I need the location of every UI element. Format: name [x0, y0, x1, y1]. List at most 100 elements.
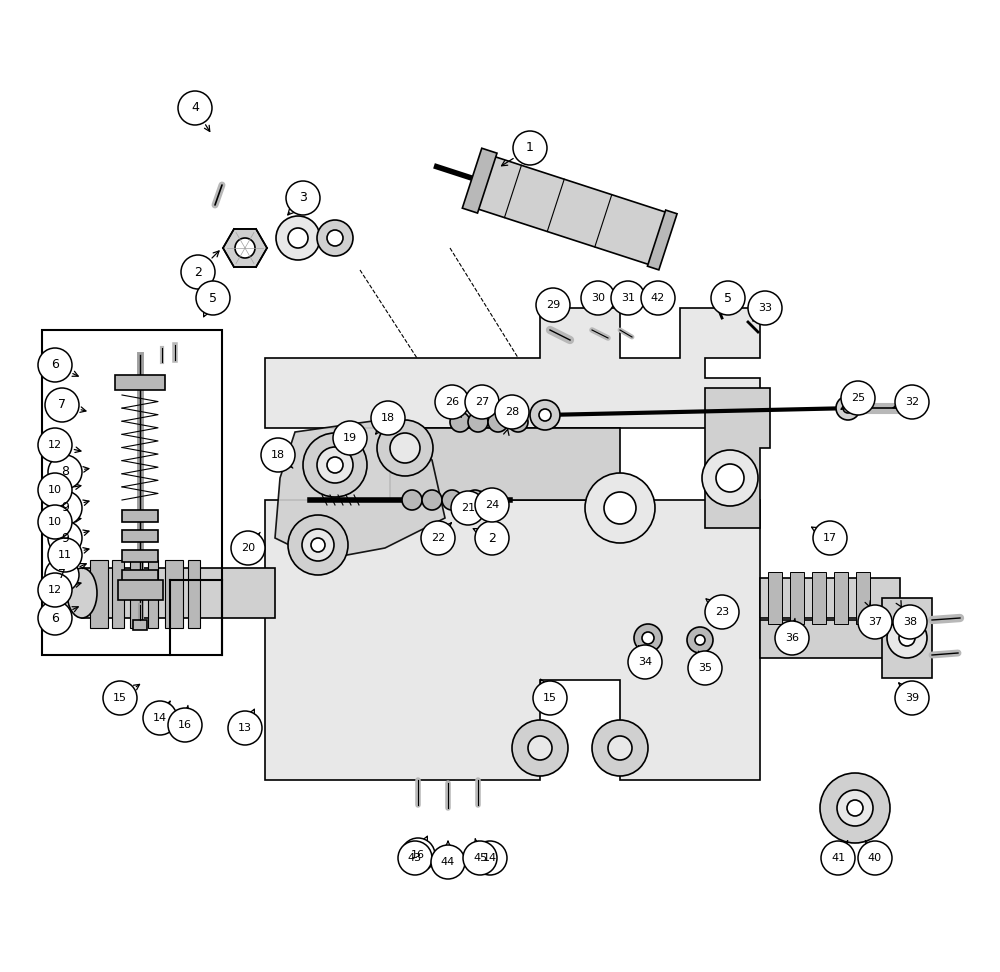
Circle shape	[431, 845, 465, 879]
Bar	[471, 155, 669, 265]
Circle shape	[688, 651, 722, 685]
Circle shape	[581, 281, 615, 315]
Text: 1: 1	[526, 142, 534, 155]
Bar	[42, 330, 222, 655]
Text: 32: 32	[905, 397, 919, 407]
Circle shape	[705, 595, 739, 629]
Text: 2: 2	[194, 265, 202, 279]
Text: 26: 26	[445, 397, 459, 407]
Text: 36: 36	[785, 633, 799, 643]
Circle shape	[585, 473, 655, 543]
Text: 5: 5	[209, 292, 217, 304]
Text: 28: 28	[505, 407, 519, 417]
Circle shape	[231, 531, 265, 565]
Circle shape	[38, 428, 72, 462]
Polygon shape	[115, 375, 165, 390]
Circle shape	[592, 720, 648, 776]
Circle shape	[895, 681, 929, 715]
Circle shape	[775, 621, 809, 655]
Text: 25: 25	[851, 393, 865, 403]
Circle shape	[181, 255, 215, 289]
Circle shape	[536, 288, 570, 322]
Polygon shape	[790, 572, 804, 624]
Text: 14: 14	[153, 713, 167, 723]
Text: 4: 4	[191, 101, 199, 115]
Circle shape	[288, 515, 348, 575]
Circle shape	[475, 488, 509, 522]
Text: 12: 12	[48, 440, 62, 450]
Circle shape	[495, 395, 529, 429]
Circle shape	[288, 228, 308, 248]
Ellipse shape	[67, 568, 97, 618]
Polygon shape	[882, 598, 932, 678]
Circle shape	[899, 630, 915, 646]
Circle shape	[475, 521, 509, 555]
Text: 43: 43	[408, 853, 422, 863]
Text: 45: 45	[473, 853, 487, 863]
Text: 10: 10	[48, 485, 62, 495]
Circle shape	[402, 490, 422, 510]
Circle shape	[421, 521, 455, 555]
Polygon shape	[760, 578, 900, 618]
Circle shape	[539, 409, 551, 421]
Text: 31: 31	[621, 293, 635, 303]
Polygon shape	[834, 572, 848, 624]
Circle shape	[45, 388, 79, 422]
Text: 8: 8	[61, 466, 69, 478]
Circle shape	[858, 841, 892, 875]
Circle shape	[48, 455, 82, 489]
Text: 37: 37	[868, 617, 882, 627]
Circle shape	[628, 645, 662, 679]
Circle shape	[820, 773, 890, 843]
Text: 12: 12	[48, 585, 62, 595]
Text: 40: 40	[868, 853, 882, 863]
Circle shape	[716, 464, 744, 492]
Circle shape	[303, 433, 367, 497]
Circle shape	[178, 91, 212, 125]
Text: 7: 7	[58, 399, 66, 411]
Text: 24: 24	[485, 500, 499, 510]
Circle shape	[843, 403, 853, 413]
Text: 15: 15	[113, 693, 127, 703]
Text: 7: 7	[58, 569, 66, 581]
Circle shape	[435, 385, 469, 419]
Circle shape	[702, 450, 758, 506]
Circle shape	[608, 736, 632, 760]
Circle shape	[512, 720, 568, 776]
Polygon shape	[122, 530, 158, 542]
Circle shape	[38, 348, 72, 382]
Circle shape	[235, 238, 255, 258]
Text: 6: 6	[51, 611, 59, 624]
Circle shape	[895, 385, 929, 419]
Circle shape	[45, 558, 79, 592]
Text: 34: 34	[638, 657, 652, 667]
Circle shape	[390, 433, 420, 463]
Circle shape	[837, 790, 873, 826]
Circle shape	[821, 841, 855, 875]
Text: 20: 20	[241, 543, 255, 553]
Circle shape	[333, 421, 367, 455]
Text: 23: 23	[715, 607, 729, 617]
Polygon shape	[265, 500, 760, 780]
Polygon shape	[265, 308, 760, 428]
Circle shape	[634, 624, 662, 652]
Text: 33: 33	[758, 303, 772, 313]
Polygon shape	[82, 568, 275, 618]
Text: 18: 18	[271, 450, 285, 460]
Circle shape	[485, 490, 505, 510]
Circle shape	[468, 412, 488, 432]
Circle shape	[893, 605, 927, 639]
Circle shape	[261, 438, 295, 472]
Circle shape	[302, 529, 334, 561]
Circle shape	[451, 491, 485, 525]
Circle shape	[748, 291, 782, 325]
Text: 35: 35	[698, 663, 712, 673]
Circle shape	[695, 635, 705, 645]
Circle shape	[48, 538, 82, 572]
Circle shape	[317, 220, 353, 256]
Circle shape	[38, 601, 72, 635]
Polygon shape	[118, 580, 163, 600]
Circle shape	[48, 521, 82, 555]
Polygon shape	[390, 428, 620, 500]
Text: 22: 22	[431, 533, 445, 543]
